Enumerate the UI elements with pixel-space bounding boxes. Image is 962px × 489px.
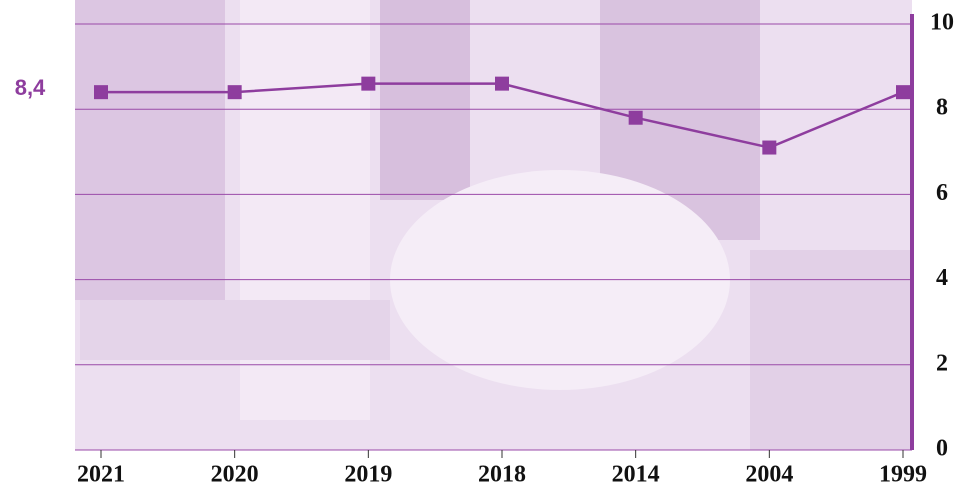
y-tick-label: 10: [930, 10, 954, 36]
x-tick-label: 2004: [745, 462, 793, 488]
y-tick-label: 0: [936, 436, 948, 462]
y-tick-label: 2: [936, 350, 948, 376]
point-marker: [762, 140, 777, 155]
x-tick-label: 2020: [211, 462, 259, 488]
point-marker: [361, 76, 376, 91]
point-marker: [495, 76, 509, 91]
point-marker: [227, 85, 242, 100]
x-tick-label: 2019: [344, 462, 392, 488]
point-marker: [94, 85, 108, 100]
y-tick-label: 4: [936, 265, 948, 291]
x-tick-label: 1999: [879, 462, 927, 488]
y-tick-label: 8: [936, 95, 948, 121]
point-marker: [896, 85, 910, 100]
annotation: 8,4: [15, 75, 46, 100]
x-tick-label: 2021: [77, 462, 125, 488]
x-tick-label: 2018: [478, 462, 526, 488]
point-marker: [628, 110, 643, 125]
background-photo: [75, 0, 912, 450]
y-tick-label: 6: [936, 180, 948, 206]
x-tick-label: 2014: [612, 462, 660, 488]
